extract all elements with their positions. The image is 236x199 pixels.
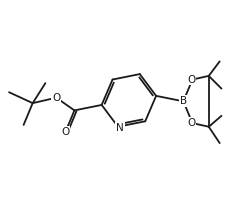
Text: B: B	[180, 96, 187, 106]
Text: O: O	[187, 75, 196, 85]
Text: N: N	[116, 123, 124, 133]
Text: O: O	[187, 118, 196, 128]
Text: O: O	[61, 127, 69, 137]
Text: O: O	[52, 93, 60, 103]
